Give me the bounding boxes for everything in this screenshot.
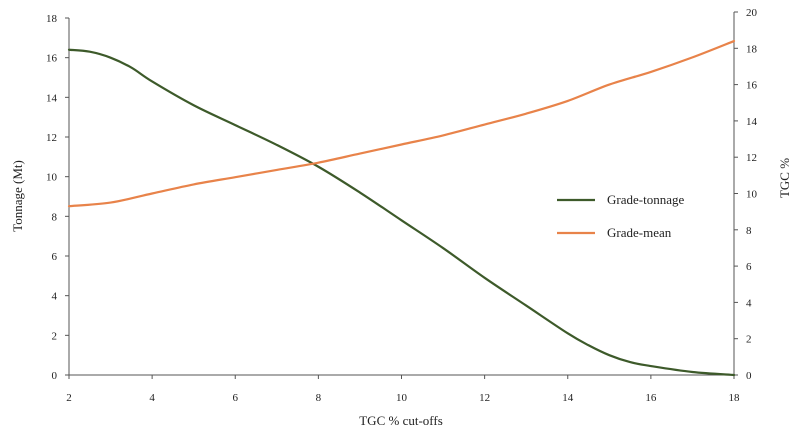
- right-y-tick-label: 10: [746, 189, 758, 201]
- left-y-tick-label: 4: [52, 291, 58, 303]
- x-tick-label: 16: [645, 392, 657, 404]
- legend-label-grade-tonnage: Grade-tonnage: [607, 192, 684, 207]
- x-tick-label: 12: [479, 392, 490, 404]
- right-y-axis-title: TGC %: [777, 158, 792, 198]
- right-y-tick-label: 8: [746, 225, 752, 237]
- series-line-grade-mean: [67, 39, 736, 208]
- legend-label-grade-mean: Grade-mean: [607, 225, 672, 240]
- left-y-ticks: 0 2 4 6 8 10 12 14 16 18: [46, 13, 69, 382]
- left-y-tick-label: 2: [52, 330, 58, 342]
- series-line-grade-tonnage: [67, 48, 736, 377]
- right-y-tick-label: 14: [746, 116, 758, 128]
- right-y-tick-label: 6: [746, 261, 752, 273]
- left-y-tick-label: 0: [52, 370, 58, 382]
- x-tick-label: 6: [233, 392, 239, 404]
- left-y-tick-label: 12: [46, 132, 57, 144]
- right-y-tick-label: 18: [746, 43, 758, 55]
- left-y-tick-label: 8: [52, 211, 58, 223]
- x-axis-title: TGC % cut-offs: [359, 413, 443, 428]
- x-tick-label: 8: [316, 392, 322, 404]
- x-ticks: 2 4 6 8 10 12 14 16 18: [66, 375, 740, 404]
- left-y-tick-label: 18: [46, 13, 58, 25]
- x-tick-label: 14: [562, 392, 574, 404]
- right-y-tick-label: 16: [746, 80, 758, 92]
- left-y-tick-label: 14: [46, 92, 58, 104]
- x-tick-label: 4: [149, 392, 155, 404]
- right-y-tick-label: 12: [746, 152, 757, 164]
- right-y-ticks: 0 2 4 6 8 10 12 14 16 18 20: [734, 7, 758, 382]
- series-lines: [67, 39, 736, 377]
- right-y-tick-label: 0: [746, 370, 752, 382]
- left-y-axis-title: Tonnage (Mt): [10, 160, 25, 232]
- left-y-tick-label: 16: [46, 53, 58, 65]
- right-y-tick-label: 2: [746, 334, 752, 346]
- left-y-tick-label: 10: [46, 172, 58, 184]
- legend: Grade-tonnage Grade-mean: [557, 192, 684, 240]
- x-tick-label: 2: [66, 392, 72, 404]
- x-tick-label: 18: [729, 392, 741, 404]
- left-y-tick-label: 6: [52, 251, 58, 263]
- right-y-tick-label: 20: [746, 7, 758, 19]
- x-tick-label: 10: [396, 392, 408, 404]
- right-y-tick-label: 4: [746, 297, 752, 309]
